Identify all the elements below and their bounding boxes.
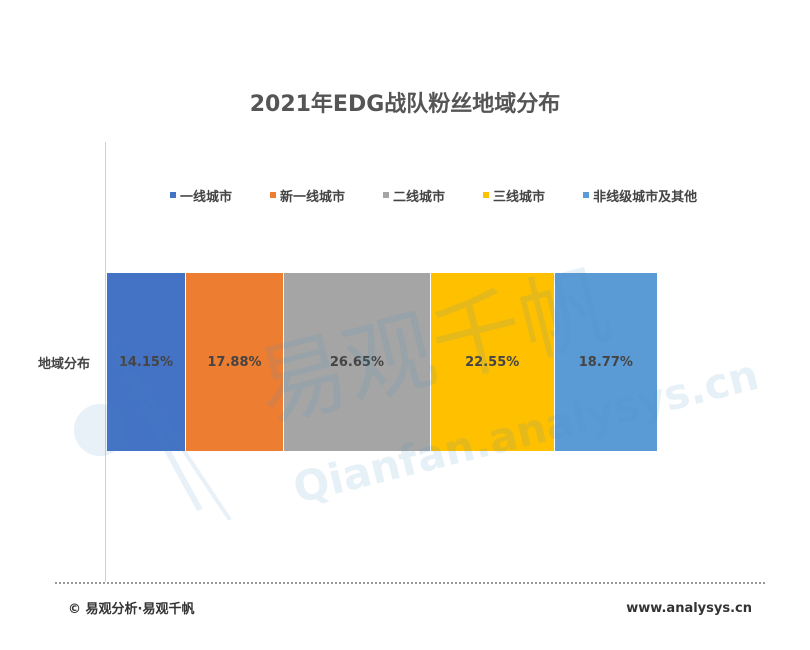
- bar-segment: 22.55%: [429, 273, 554, 451]
- stacked-bar: 14.15% 17.88% 26.65% 22.55% 18.77%: [107, 273, 657, 451]
- legend-swatch: [583, 192, 590, 198]
- chart-title: 2021年EDG战队粉丝地域分布: [249, 92, 561, 117]
- data-label: 18.77%: [578, 354, 633, 370]
- bar-segment: 17.88%: [184, 273, 284, 451]
- legend-swatch: [383, 192, 390, 198]
- legend-swatch: [483, 192, 490, 198]
- legend-label: 新一线城市: [280, 189, 346, 205]
- footer-site-link[interactable]: www.analysys.cn: [626, 601, 752, 616]
- legend-item: 非线级城市及其他: [583, 186, 697, 205]
- bar-segment: 18.77%: [553, 273, 657, 451]
- footer-copyright: © 易观分析·易观千帆: [68, 602, 195, 617]
- data-label: 26.65%: [329, 354, 384, 370]
- bar-segment: 14.15%: [107, 273, 185, 451]
- legend-label: 一线城市: [180, 189, 233, 205]
- data-label: 17.88%: [207, 354, 262, 370]
- legend-item: 三线城市: [483, 186, 545, 205]
- legend-item: 一线城市: [170, 186, 232, 205]
- legend-swatch: [170, 192, 176, 198]
- data-label: 14.15%: [118, 354, 173, 370]
- chart-legend: 一线城市 新一线城市 二线城市 三线城市 非线级城市及其他: [170, 186, 697, 205]
- legend-swatch: [270, 192, 277, 198]
- y-axis-line: [105, 142, 106, 582]
- legend-label: 三线城市: [493, 189, 546, 205]
- legend-label: 二线城市: [393, 189, 446, 205]
- bar-segment: 26.65%: [283, 273, 430, 451]
- legend-item: 二线城市: [383, 186, 445, 205]
- legend-item: 新一线城市: [270, 186, 345, 205]
- data-label: 22.55%: [465, 354, 520, 370]
- footer-divider: [55, 582, 765, 584]
- category-label: 地域分布: [38, 357, 91, 372]
- legend-label: 非线级城市及其他: [593, 189, 698, 205]
